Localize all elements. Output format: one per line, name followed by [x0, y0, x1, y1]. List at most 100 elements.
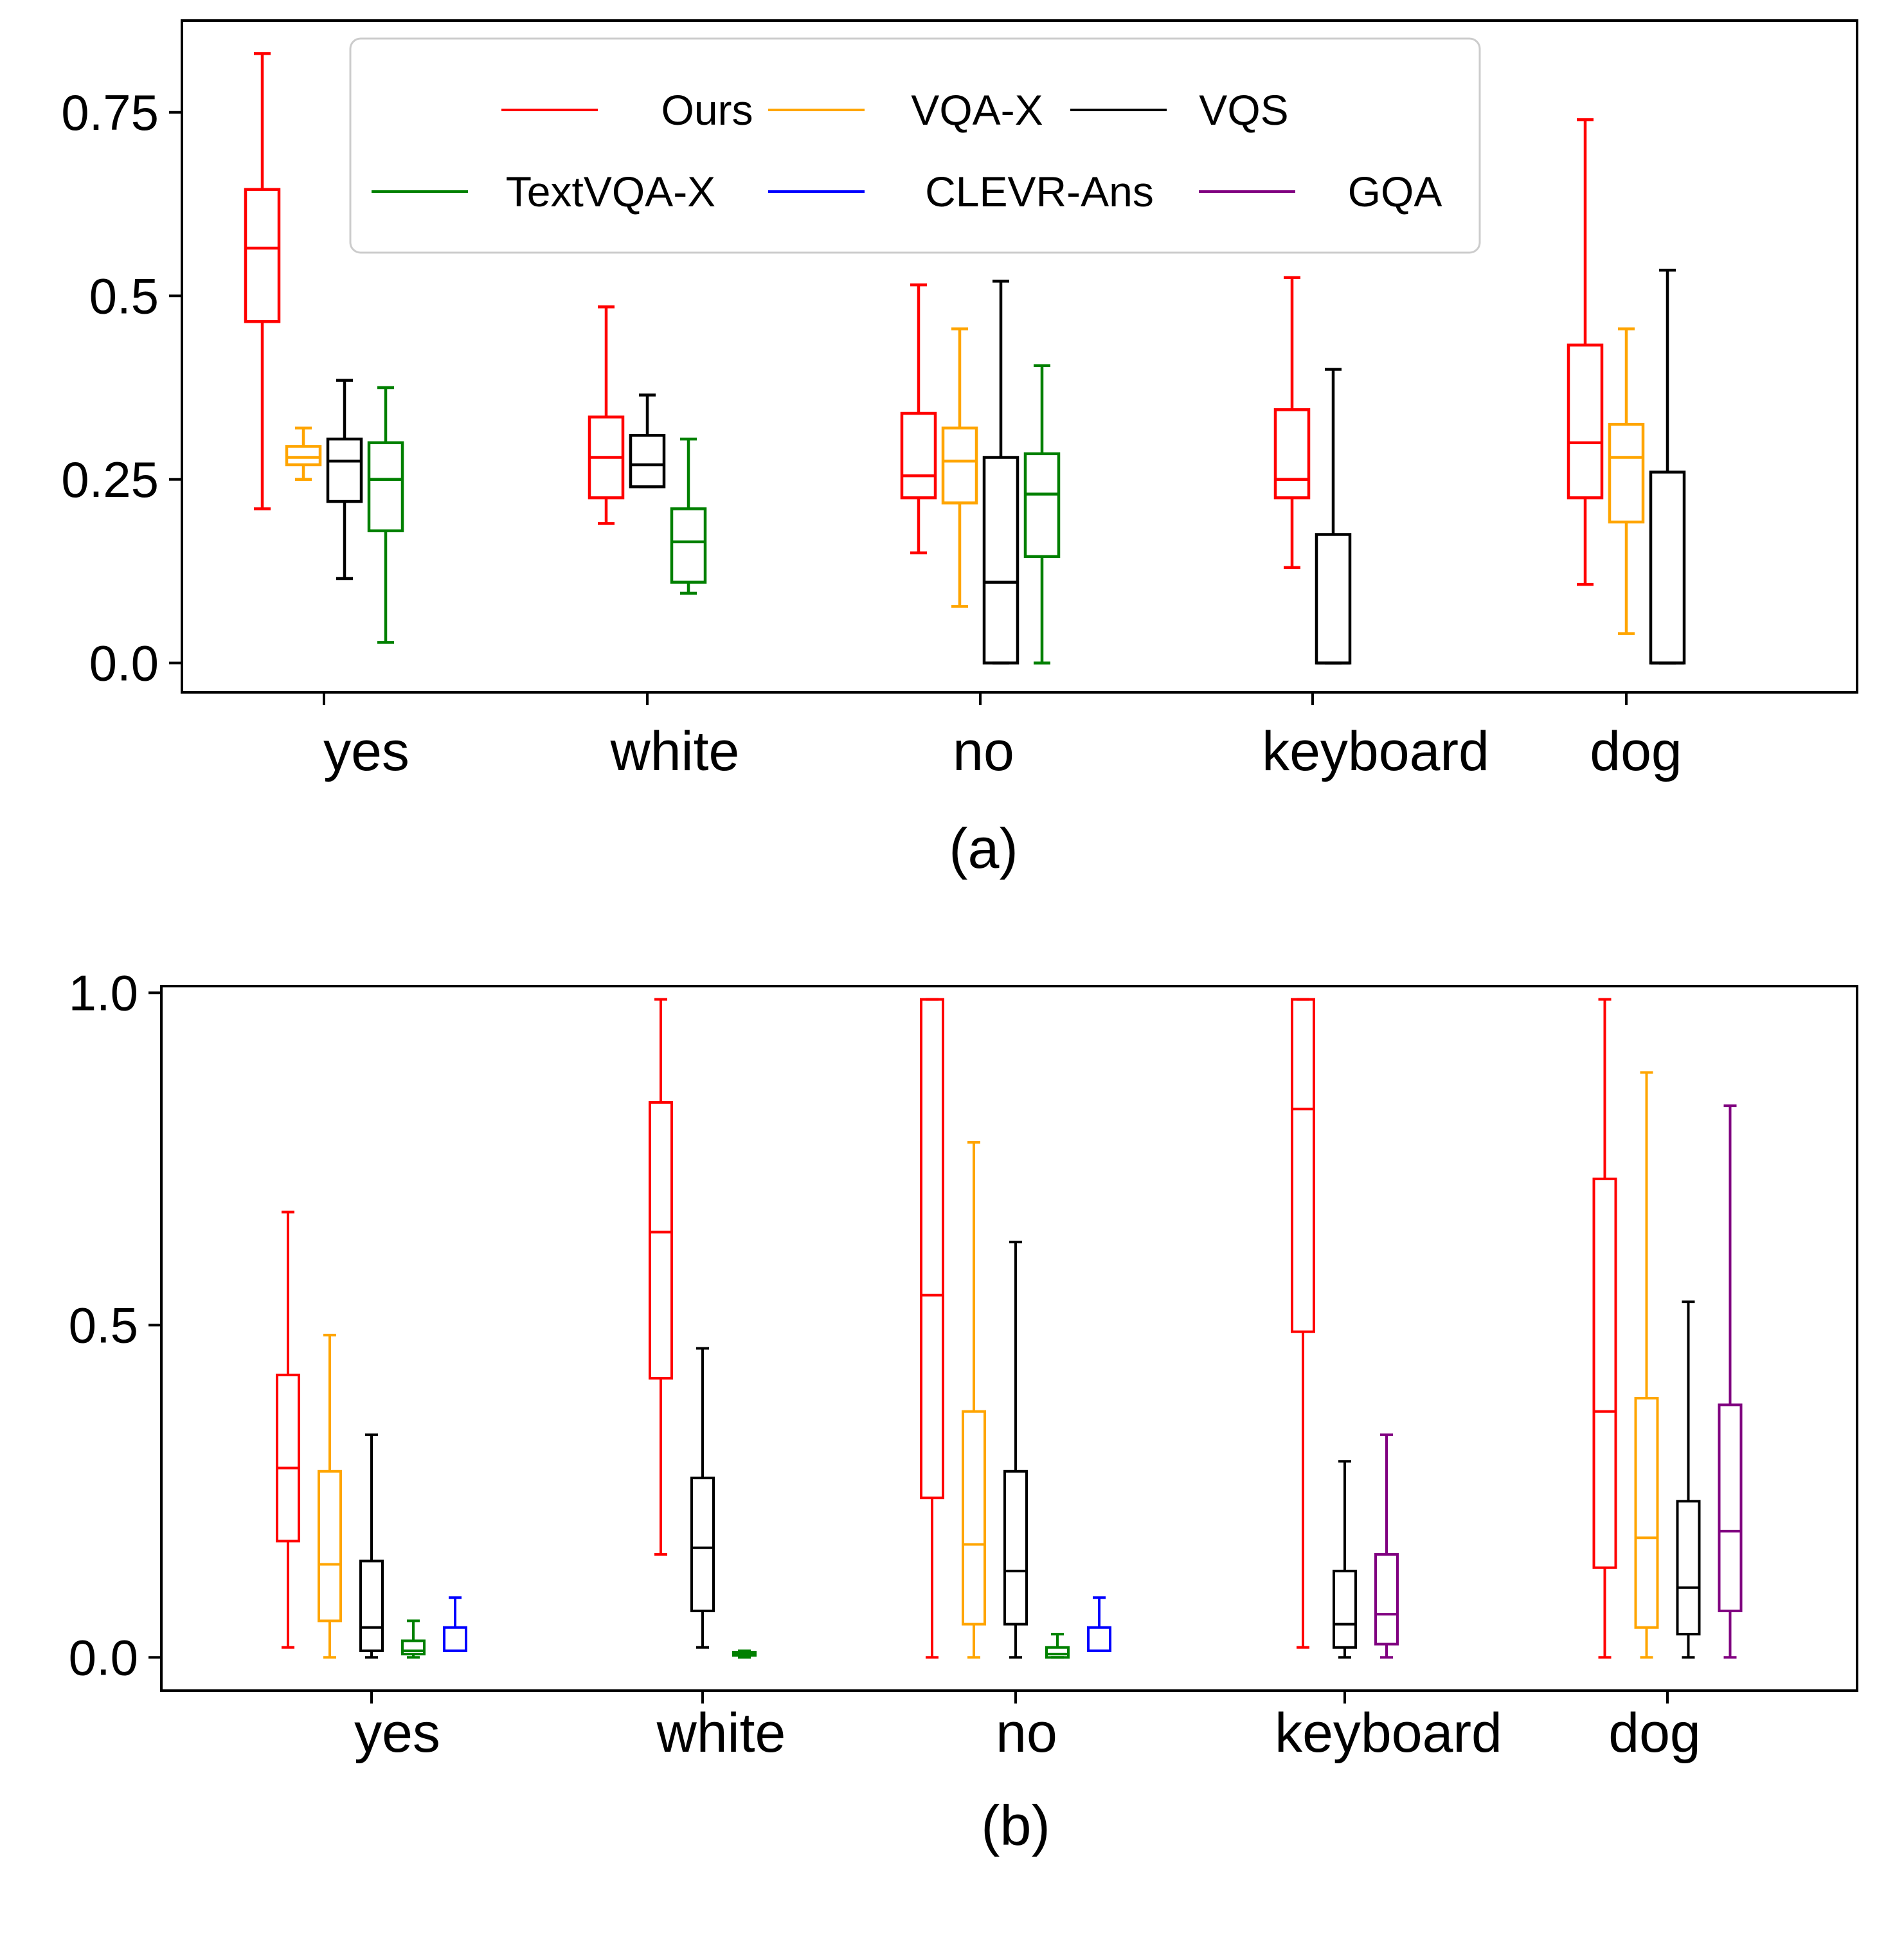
box-iqr	[962, 1410, 986, 1626]
box-iqr	[649, 1101, 673, 1380]
box-ours	[1291, 998, 1315, 1649]
box-iqr	[941, 426, 978, 505]
box-iqr	[367, 441, 404, 532]
y-tick-label: 0.5	[69, 1297, 138, 1353]
legend-label: TextVQA-X	[506, 168, 715, 215]
legend-label: Ours	[661, 86, 753, 134]
box-iqr	[1315, 533, 1352, 665]
y-tick-label: 0.0	[69, 1629, 138, 1686]
box-iqr	[318, 1470, 342, 1623]
box-textvqa-x	[670, 437, 707, 595]
box-vqs	[1003, 1241, 1028, 1659]
box-ours	[649, 998, 673, 1556]
x-category-label: yes	[323, 721, 409, 782]
panel-b: 0.0 0.5 1.0 yes white no keyboard dog (b)	[69, 964, 1858, 1857]
box-ours	[920, 998, 944, 1659]
box-ours	[588, 305, 625, 525]
box-textvqa-x	[1023, 364, 1061, 665]
y-tick-label: 0.75	[61, 84, 159, 141]
x-category-label: keyboard	[1262, 721, 1489, 782]
box-vqa-x	[1608, 327, 1645, 635]
box-ours	[1273, 276, 1311, 570]
box-clevr-ans	[443, 1596, 467, 1652]
box-vqs	[326, 379, 363, 580]
box-iqr	[982, 456, 1019, 665]
box-iqr	[1045, 1646, 1070, 1659]
box-iqr	[276, 1373, 300, 1543]
box-iqr	[1023, 452, 1061, 558]
legend-box	[349, 37, 1481, 254]
box-iqr	[690, 1477, 715, 1612]
x-category-label: white	[610, 721, 740, 782]
box-iqr	[1291, 998, 1315, 1333]
box-textvqa-x	[367, 386, 404, 644]
panel-caption: (b)	[981, 1794, 1050, 1857]
box-iqr	[1608, 422, 1645, 524]
x-category-label: dog	[1608, 1702, 1701, 1764]
y-tick-label: 0.25	[61, 451, 159, 508]
box-vqs	[1676, 1300, 1701, 1659]
box-vqs	[1649, 269, 1686, 665]
box-ours	[1592, 998, 1617, 1659]
legend-label: VQA-X	[911, 86, 1043, 134]
box-iqr	[1649, 471, 1686, 665]
box-iqr	[443, 1626, 467, 1652]
legend-label: VQS	[1199, 86, 1288, 134]
box-iqr	[401, 1639, 426, 1656]
box-iqr	[629, 434, 666, 489]
box-textvqa-x	[732, 1649, 757, 1659]
box-vqs	[629, 393, 666, 489]
box-vqs	[982, 280, 1019, 665]
box-iqr	[1592, 1177, 1617, 1569]
box-ours	[1567, 118, 1604, 586]
box-iqr	[1273, 408, 1311, 499]
box-vqa-x	[941, 327, 978, 608]
x-category-label: no	[996, 1702, 1057, 1764]
box-iqr	[285, 445, 322, 467]
box-textvqa-x	[1045, 1633, 1070, 1659]
box-iqr	[920, 998, 944, 1500]
box-vqa-x	[285, 426, 322, 481]
legend: Ours VQA-X VQS TextVQA-X CLEVR-Ans GQA	[349, 37, 1481, 254]
y-tick-label: 0.0	[89, 634, 159, 691]
box-ours	[244, 52, 281, 510]
box-iqr	[1374, 1553, 1399, 1646]
box-vqa-x	[318, 1333, 342, 1659]
x-category-label: white	[656, 1702, 786, 1764]
box-clevr-ans	[1087, 1596, 1111, 1652]
plot-frame	[181, 19, 1858, 694]
box-iqr	[326, 437, 363, 503]
legend-label: CLEVR-Ans	[925, 168, 1154, 215]
box-vqa-x	[962, 1140, 986, 1659]
box-iqr	[1718, 1403, 1743, 1612]
x-category-label: dog	[1590, 721, 1682, 782]
plot-frame	[160, 985, 1858, 1692]
box-vqs	[690, 1347, 715, 1649]
box-iqr	[359, 1560, 384, 1652]
box-ours	[276, 1210, 300, 1649]
box-gqa	[1374, 1433, 1399, 1659]
box-iqr	[1087, 1626, 1111, 1652]
panel-a: 0.0 0.25 0.5 0.75 yes white no keyboard dog (a) Ou…	[61, 19, 1858, 880]
box-iqr	[1676, 1500, 1701, 1636]
box-vqs	[1333, 1460, 1357, 1659]
box-iqr	[670, 507, 707, 584]
box-ours	[900, 283, 937, 555]
box-vqs	[359, 1433, 384, 1659]
box-iqr	[1567, 343, 1604, 499]
x-category-label: no	[953, 721, 1014, 782]
legend-label: GQA	[1348, 168, 1442, 215]
box-iqr	[1333, 1569, 1357, 1649]
box-vqs	[1315, 368, 1352, 665]
box-textvqa-x	[401, 1619, 426, 1659]
y-tick-label: 1.0	[69, 964, 138, 1021]
box-vqa-x	[1634, 1071, 1659, 1659]
box-gqa	[1718, 1104, 1743, 1659]
box-iqr	[900, 411, 937, 499]
box-iqr	[1003, 1470, 1028, 1626]
x-category-label: yes	[354, 1702, 440, 1764]
panel-caption: (a)	[949, 816, 1018, 880]
box-iqr	[244, 188, 281, 323]
y-tick-label: 0.5	[89, 267, 159, 324]
